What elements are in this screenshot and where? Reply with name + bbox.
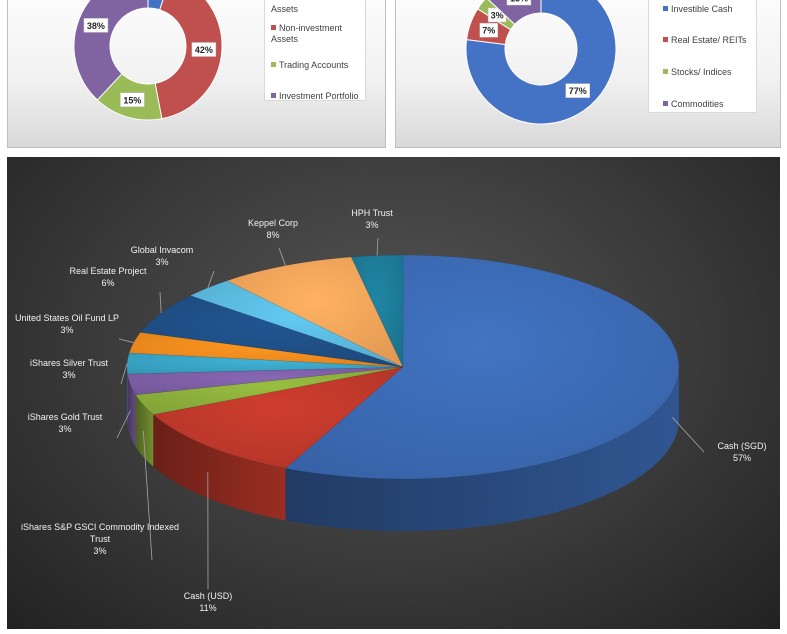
pie-label-name-ishares-gold-trust: iShares Gold Trust (28, 412, 103, 422)
donut-data-label-real-estate-reits: 7% (482, 26, 495, 36)
pie-label-name-cash-sgd: Cash (SGD) (717, 441, 766, 451)
pie-label-name-ishares-s-p-gsci-commodity-indexed-trust: iShares S&P GSCI Commodity Indexed (21, 522, 179, 532)
donut-data-label-investible-cash: 77% (569, 86, 587, 96)
doughnut-chart-investment-allocation: 77%7%3%13% Investible Cash Real Estate/ … (395, 0, 781, 148)
legend-item-stocks-label: Stocks/ Indices (671, 67, 732, 77)
pie-label-name-ishares-silver-trust: iShares Silver Trust (30, 358, 109, 368)
legend-swatch (663, 69, 668, 74)
pie-label-name-global-invacom: Global Invacom (131, 245, 194, 255)
legend-item-non-investment-label: Non-investment Assets (271, 23, 342, 44)
legend-item-non-investment-assets: Non-investment Assets (271, 23, 361, 45)
leader-line-keppel-corp (279, 248, 285, 266)
pie-label-percent-hph-trust: 3% (365, 220, 378, 230)
donut-data-label-non-investment-assets: 42% (195, 45, 213, 55)
legend-item-investment-portfolio: Investment Portfolio (271, 91, 371, 102)
pie-label-name-cash-usd: Cash (USD) (184, 591, 233, 601)
pie-label-name-keppel-corp: Keppel Corp (248, 218, 298, 228)
legend-swatch (663, 6, 668, 11)
pie-label-name-united-states-oil-fund-lp: United States Oil Fund LP (15, 313, 119, 323)
pie-label-percent-real-estate-project: 6% (101, 278, 114, 288)
legend-item-stocks: Stocks/ Indices (663, 67, 732, 78)
legend-item-commodities-label: Commodities (671, 99, 724, 109)
pie-top-faces (127, 255, 679, 479)
legend-item-assets-label: Assets (271, 4, 298, 14)
pie-chart-portfolio-breakdown: Cash (SGD) 57% Cash (USD) 11% iShares S&P GS… (7, 157, 780, 629)
legend-item-trading-label: Trading Accounts (279, 60, 348, 70)
pie-label-name-ishares-s-p-gsci-commodity-indexed-trust: Trust (90, 534, 111, 544)
legend-item-real-estate-label: Real Estate/ REITs (671, 35, 747, 45)
legend-swatch (271, 25, 276, 30)
leader-line-real-estate-project (160, 292, 161, 313)
chart-2-legend: Investible Cash Real Estate/ REITs Stock… (648, 0, 757, 113)
pie-label-percent-ishares-silver-trust: 3% (62, 370, 75, 380)
leader-line-cash-sgd (672, 417, 704, 452)
leader-line-ishares-silver-trust (121, 363, 127, 384)
pie-label-percent-cash-usd: 11% (199, 603, 216, 613)
donut-data-label-commodities: 13% (510, 0, 528, 4)
legend-item-trading-accounts: Trading Accounts (271, 60, 365, 71)
chart-1-legend: Assets Non-investment Assets Trading Acc… (264, 0, 366, 101)
legend-item-assets: Assets (271, 4, 298, 15)
doughnut-chart-asset-allocation: 42% 15% 38% Assets Non-investment Assets T… (7, 0, 386, 148)
leader-line-united-states-oil-fund-lp (119, 339, 134, 343)
legend-swatch (271, 93, 276, 98)
pie-label-name-hph-trust: HPH Trust (351, 208, 393, 218)
pie-label-percent-ishares-s-p-gsci-commodity-indexed-trust: 3% (93, 546, 106, 556)
pie-label-percent-cash-sgd: 57% (733, 453, 751, 463)
pie-label-name-real-estate-project: Real Estate Project (69, 266, 147, 276)
donut-slice-non-investment-assets (155, 0, 222, 119)
legend-item-commodities: Commodities (663, 99, 724, 110)
pie-chart-3d-svg: Cash (SGD) 57% Cash (USD) 11% iShares S&P GS… (7, 157, 780, 629)
legend-swatch (663, 37, 668, 42)
legend-swatch (271, 62, 276, 67)
legend-item-real-estate: Real Estate/ REITs (663, 35, 747, 46)
leader-line-hph-trust (377, 238, 378, 255)
legend-swatch (663, 101, 668, 106)
pie-label-percent-global-invacom: 3% (155, 257, 168, 267)
legend-item-cash-label: Investible Cash (671, 4, 733, 14)
legend-item-investible-cash: Investible Cash (663, 4, 733, 15)
legend-item-portfolio-label: Investment Portfolio (279, 91, 359, 101)
leader-line-global-invacom (208, 271, 214, 288)
pie-label-percent-keppel-corp: 8% (266, 230, 279, 240)
donut-data-label-investment-portfolio: 38% (87, 21, 105, 31)
pie-label-percent-ishares-gold-trust: 3% (58, 424, 71, 434)
pie-label-percent-united-states-oil-fund-lp: 3% (60, 325, 73, 335)
donut-data-label-trading-accounts: 15% (123, 95, 141, 105)
